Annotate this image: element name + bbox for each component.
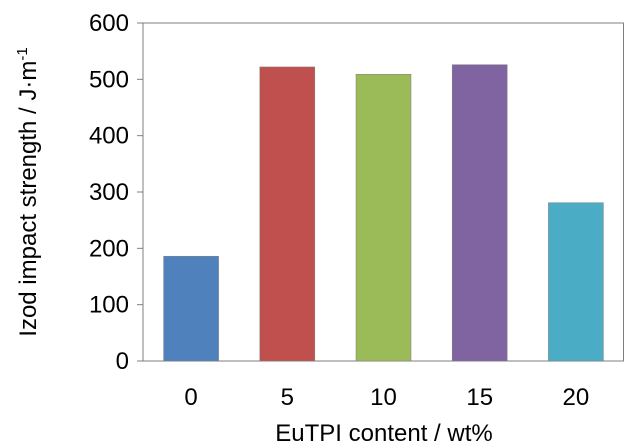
- bar-20: [548, 202, 604, 362]
- x-tick-label: 20: [563, 384, 590, 411]
- y-tick-label: 300: [89, 179, 129, 206]
- x-tick-label: 0: [184, 384, 197, 411]
- y-tick-label: 200: [89, 235, 129, 262]
- x-tick-label: 15: [466, 384, 493, 411]
- y-axis-ticks: 0 100 200 300 400 500 600: [89, 10, 143, 375]
- y-axis-title-main: Izod impact strength / J·m: [15, 61, 42, 337]
- bar-series: [163, 64, 604, 362]
- bar-5: [259, 66, 316, 362]
- bar-0: [163, 255, 219, 362]
- x-axis-ticks: 0 5 10 15 20: [184, 384, 589, 411]
- y-tick-label: 600: [89, 10, 129, 37]
- x-tick-label: 5: [281, 384, 294, 411]
- y-tick-label: 0: [116, 348, 129, 375]
- y-tick-label: 500: [89, 66, 129, 93]
- y-axis-title: Izod impact strength / J·m-1: [14, 47, 42, 336]
- x-axis-title: EuTPI content / wt%: [275, 420, 492, 447]
- y-tick-label: 400: [89, 123, 129, 150]
- bar-10: [355, 74, 412, 362]
- bar-15: [451, 64, 508, 362]
- y-tick-label: 100: [89, 292, 129, 319]
- x-tick-label: 10: [370, 384, 397, 411]
- y-axis-title-superscript: -1: [14, 47, 31, 60]
